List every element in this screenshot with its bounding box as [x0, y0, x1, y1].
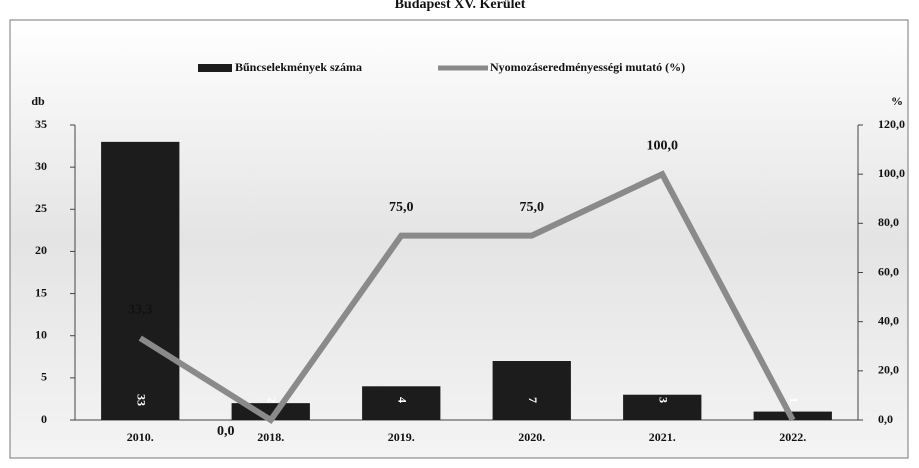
legend-label: Nyomozáseredményességi mutató (%) [490, 60, 685, 74]
line-value-label: 75,0 [389, 200, 414, 215]
page: {"chart_data": {"type": "bar-line", "tit… [0, 0, 919, 468]
bar [493, 361, 571, 420]
bar-value-label: 33 [135, 394, 149, 406]
legend-label: Bűncselekmények száma [235, 60, 362, 74]
y-tick-label: 25 [35, 201, 47, 215]
x-tick-label: 2019. [388, 430, 415, 444]
bar-value-label: 2 [265, 397, 279, 403]
bar [362, 386, 440, 420]
y2-tick-label: 100,0 [878, 166, 905, 180]
y-tick-label: 15 [35, 285, 47, 299]
y2-tick-label: 120,0 [878, 117, 905, 131]
line-value-label: 100,0 [647, 138, 679, 153]
y2-tick-label: 80,0 [878, 215, 899, 229]
bar-value-label: 1 [787, 397, 801, 403]
y2-tick-label: 60,0 [878, 264, 899, 278]
y2-tick-label: 40,0 [878, 313, 899, 327]
line-value-label: 33,3 [128, 302, 153, 317]
bar-value-label: 3 [657, 397, 671, 403]
y-tick-label: 5 [41, 370, 47, 384]
bar [101, 142, 179, 420]
y2-axis-label: % [891, 94, 903, 108]
y2-tick-label: 20,0 [878, 363, 899, 377]
y-tick-label: 35 [35, 117, 47, 131]
y-tick-label: 10 [35, 327, 47, 341]
y-tick-label: 20 [35, 243, 47, 257]
x-tick-label: 2022. [779, 430, 806, 444]
bar-value-label: 4 [396, 397, 410, 403]
y-axis-label: db [31, 94, 45, 108]
chart: Budapest XV. Kerület db % Bűncselekménye… [0, 0, 919, 468]
line-value-label: 0,0 [217, 424, 235, 439]
x-tick-label: 2020. [518, 430, 545, 444]
y-tick-label: 0 [41, 412, 47, 426]
x-tick-label: 2018. [257, 430, 284, 444]
legend-swatch [198, 64, 232, 72]
y-tick-label: 30 [35, 159, 47, 173]
x-tick-label: 2010. [127, 430, 154, 444]
x-tick-label: 2021. [649, 430, 676, 444]
bar-value-label: 7 [526, 397, 540, 403]
line-value-label: 75,0 [520, 200, 545, 215]
y2-tick-label: 0,0 [878, 412, 893, 426]
chart-title: Budapest XV. Kerület [395, 0, 526, 12]
